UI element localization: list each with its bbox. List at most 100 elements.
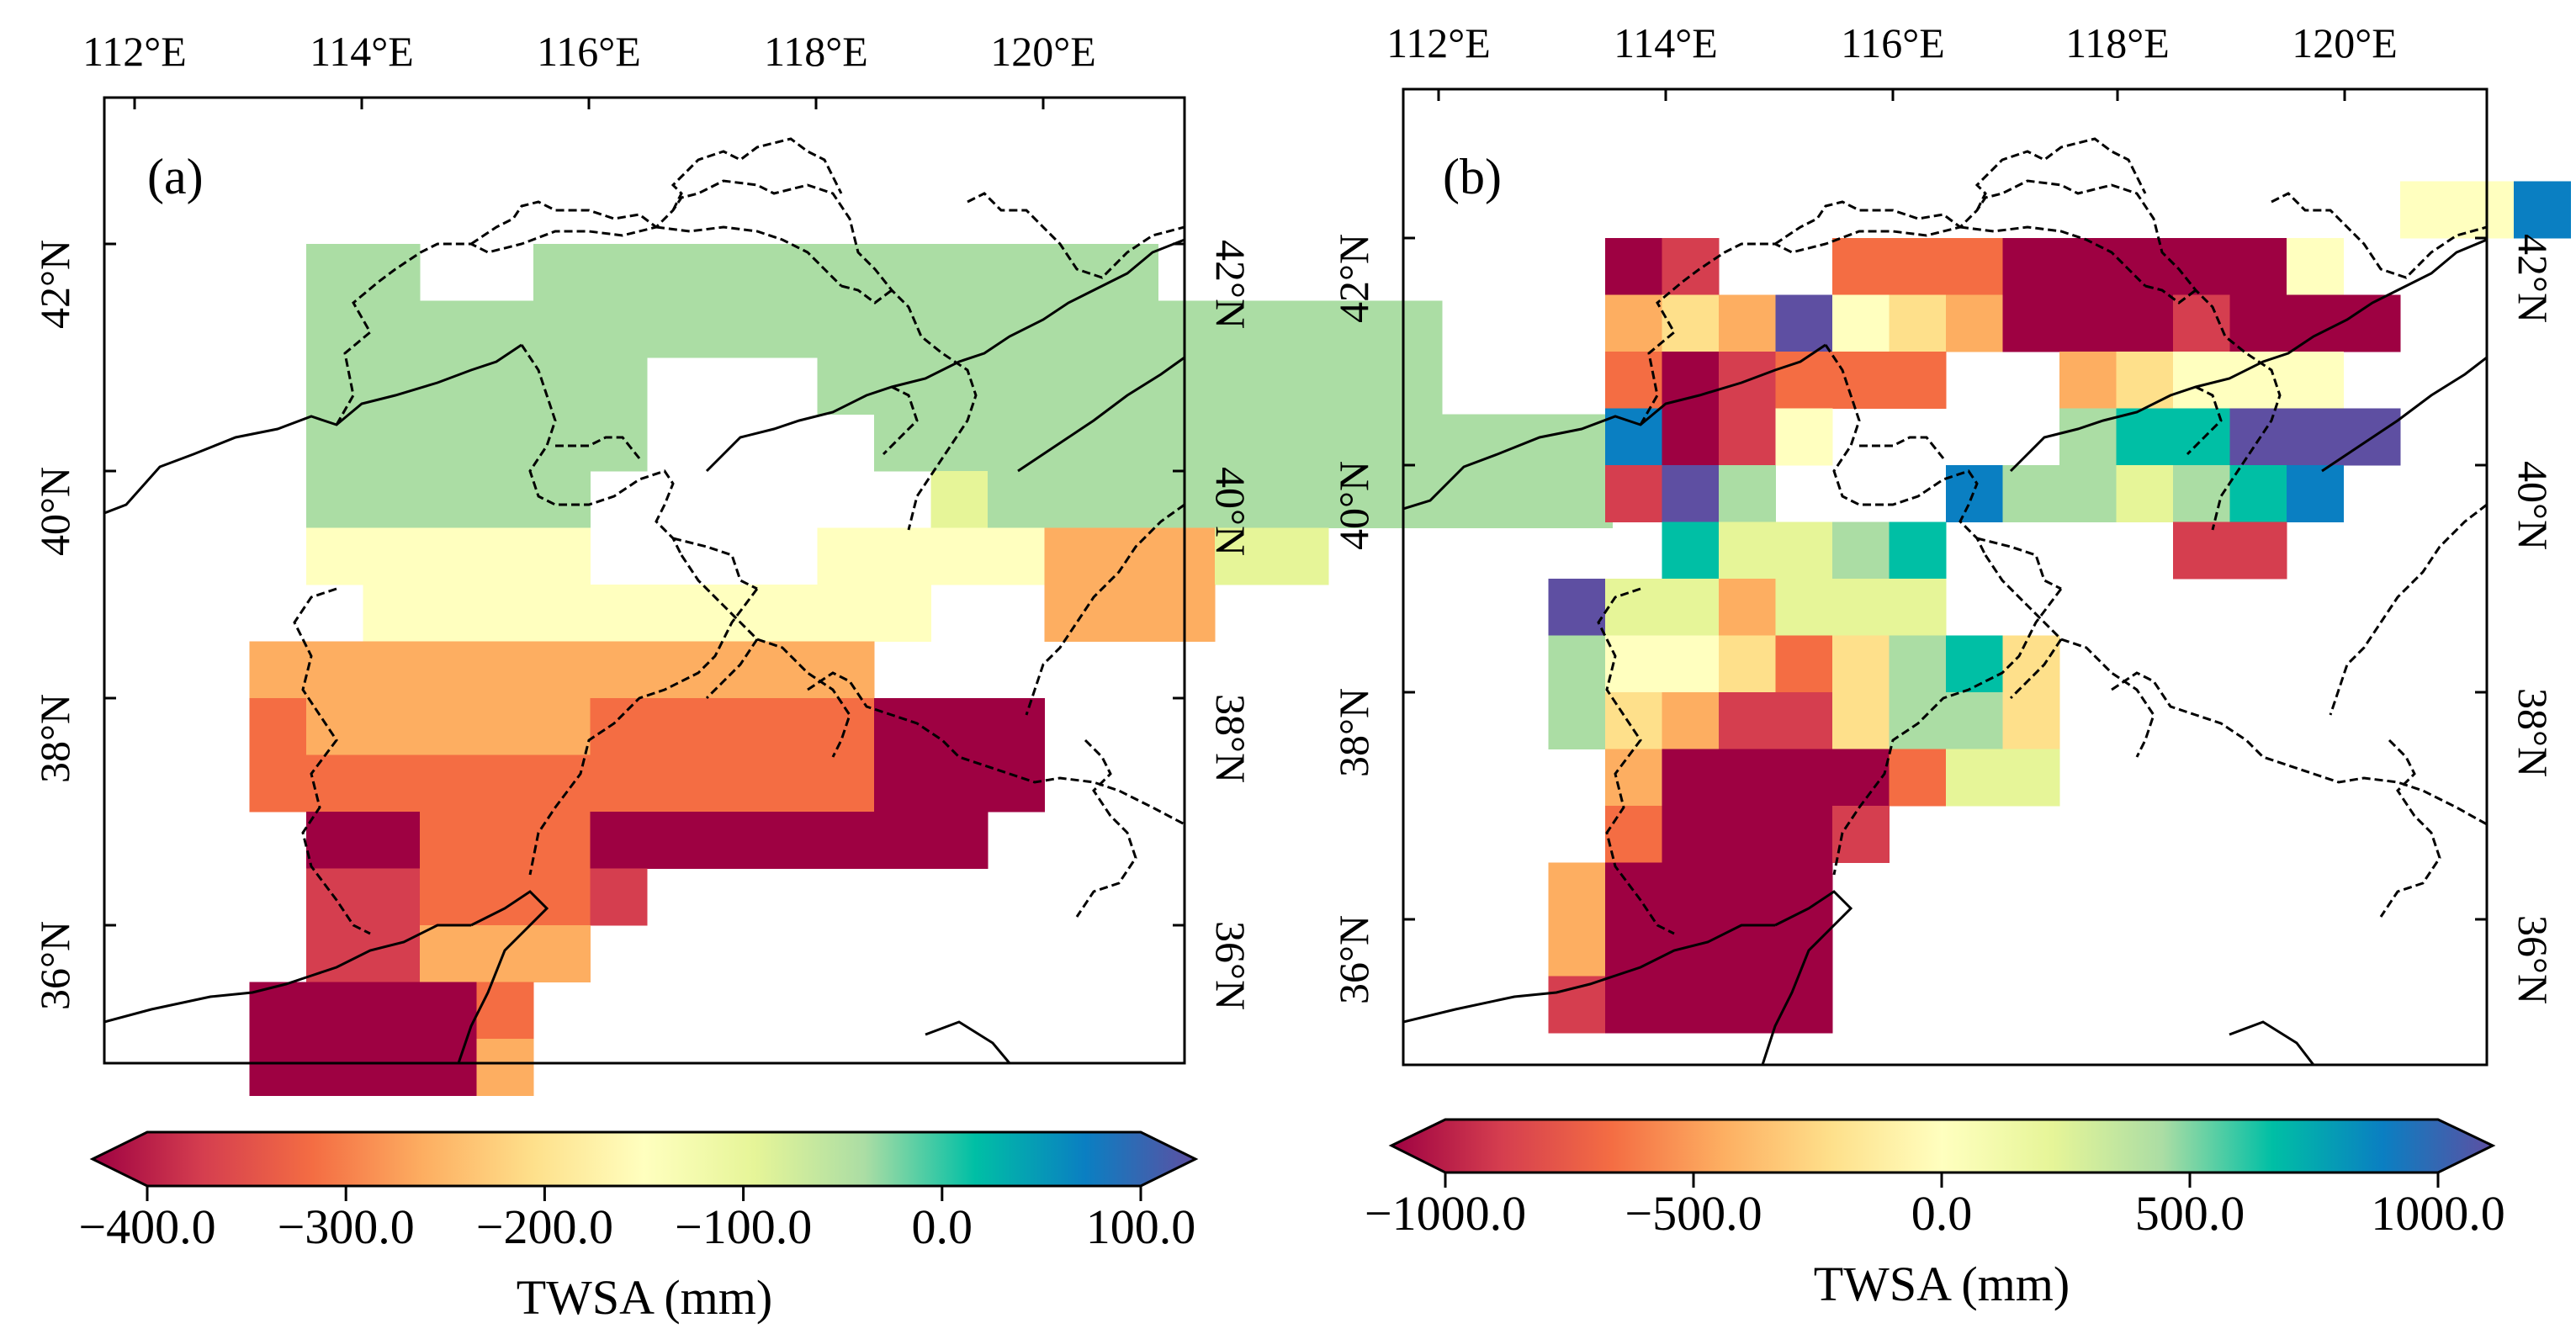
grid-cell [1215, 527, 1273, 585]
grid-cell [1044, 414, 1102, 472]
grid-cell [1271, 527, 1329, 585]
grid-cell [2116, 352, 2174, 410]
y-tick-label-right: 42°N [1207, 240, 1254, 329]
grid-cell [1328, 471, 1386, 529]
grid-cell [988, 244, 1046, 302]
grid-cell [306, 982, 364, 1040]
grid-cell [1946, 749, 2004, 807]
panel-b: 112°E 114°E 116°E 118°E 120°E 42°N 40°N 38°N 36… [1330, 19, 2572, 1311]
grid-cell [647, 812, 705, 870]
grid-cell [2173, 294, 2231, 352]
grid-cell [1101, 300, 1159, 358]
grid-cell [817, 300, 875, 358]
grid-cell [2287, 408, 2345, 466]
grid-cell [1719, 862, 1777, 920]
grid-cell [420, 414, 478, 472]
grid-cell [1662, 238, 1720, 296]
grid-cell [1215, 300, 1273, 358]
grid-cell [703, 698, 761, 756]
grid-cell [874, 357, 932, 416]
grid-cell [874, 414, 932, 472]
grid-cell [2059, 465, 2118, 523]
grid-cell [817, 754, 875, 813]
grid-cell [1385, 357, 1443, 416]
grid-cell [1946, 238, 2004, 296]
grid-cell [306, 527, 364, 585]
grid-cell [874, 698, 932, 756]
grid-cell [1605, 862, 1663, 920]
grid-cell [1662, 862, 1720, 920]
grid-cell [1719, 408, 1777, 466]
x-tick-label: 120°E [2292, 19, 2398, 66]
grid-cell [306, 698, 364, 756]
y-ticks-left-a: 42°N 40°N 38°N 36°N [31, 240, 116, 1010]
grid-cell [476, 414, 534, 472]
x-tick-label: 116°E [537, 28, 641, 75]
colorbar-tick-label: −200.0 [476, 1199, 613, 1254]
grid-cell [1605, 976, 1663, 1034]
grid-cell [874, 527, 932, 585]
grid-cell [420, 754, 478, 813]
grid-cell [1946, 692, 2004, 750]
grid-cell [533, 244, 591, 302]
grid-cell [533, 754, 591, 813]
grid-cell [1605, 408, 1663, 466]
grid-cell [1946, 294, 2004, 352]
grid-cell [476, 641, 534, 699]
grid-cell [249, 754, 307, 813]
grid-cell [1605, 238, 1663, 296]
x-tick-label: 118°E [764, 28, 868, 75]
grid-cells-b [1548, 181, 2572, 1034]
grid-cell [533, 641, 591, 699]
grid-cell [647, 754, 705, 813]
grid-cell [1775, 294, 1833, 352]
grid-cell [1548, 635, 1606, 693]
grid-cell [363, 1039, 421, 1097]
grid-cell [2287, 465, 2345, 523]
grid-cell [2287, 294, 2345, 352]
grid-cell [420, 982, 478, 1040]
grid-cell [817, 527, 875, 585]
grid-cell [2116, 408, 2174, 466]
grid-cell [647, 698, 705, 756]
grid-cell [590, 868, 648, 926]
grid-cell [1889, 521, 1947, 580]
grid-cell [2287, 352, 2345, 410]
grid-cell [1775, 976, 1833, 1034]
grid-cell [988, 414, 1046, 472]
grid-cell [1044, 585, 1102, 643]
grid-cell [1719, 579, 1777, 637]
colorbar-tick-label: −400.0 [78, 1199, 215, 1254]
grid-cell [930, 357, 989, 416]
grid-cell [1605, 749, 1663, 807]
colorbar-tick-label: 0.0 [912, 1199, 973, 1254]
grid-cell [363, 585, 421, 643]
coastline-b [1403, 238, 2487, 1065]
grid-cell [1719, 465, 1777, 523]
grid-cell [1158, 414, 1216, 472]
grid-cell [363, 641, 421, 699]
grid-cell [1158, 300, 1216, 358]
grid-cell [420, 471, 478, 529]
grid-cell [420, 698, 478, 756]
grid-cell [874, 585, 932, 643]
grid-cell [1548, 976, 1606, 1034]
map-frame-b [1402, 87, 2489, 1067]
grid-cell [1775, 352, 1833, 410]
y-tick-label-right: 42°N [2510, 234, 2557, 323]
grid-cell [1662, 521, 1720, 580]
grid-cell [306, 1039, 364, 1097]
grid-cell [476, 357, 534, 416]
x-tick-label: 120°E [990, 28, 1096, 75]
grid-cell [2173, 521, 2231, 580]
grid-cell [2229, 465, 2287, 523]
grid-cell [930, 300, 989, 358]
grid-cell [533, 414, 591, 472]
y-tick-label-right: 40°N [1207, 467, 1254, 556]
grid-cell [2116, 465, 2174, 523]
grid-cell [1946, 465, 2004, 523]
grid-cell [306, 641, 364, 699]
grid-cell [363, 812, 421, 870]
grid-cell [590, 812, 648, 870]
grid-cell [476, 812, 534, 870]
